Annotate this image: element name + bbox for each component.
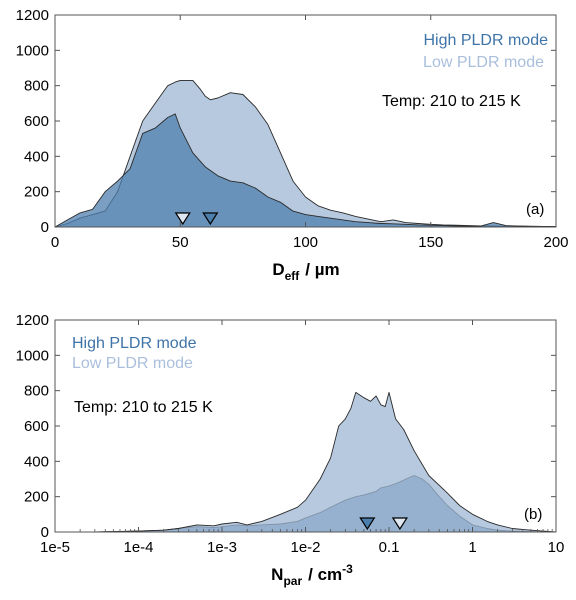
- panel-a-xtick-label: 50: [172, 234, 189, 251]
- panel-a-legend-high: High PLDR mode: [424, 32, 549, 49]
- panel-a-xtick-label: 200: [543, 234, 568, 251]
- panel-b-xtick-label: 1e-3: [207, 539, 237, 556]
- panel-a-marker-low: [174, 212, 191, 226]
- panel-a-label: (a): [526, 201, 544, 218]
- panel-a-xtick-label: 0: [51, 234, 59, 251]
- panel-a-ytick-label: 600: [24, 113, 49, 130]
- panel-b-xtick-label: 1e-2: [290, 539, 320, 556]
- panel-b-plot-area: 0 200 400 600 800 1000 1200 1e-5 1e-4 1e-3 1e-2 0.1…: [16, 312, 565, 556]
- panel-b-area-low: [54, 391, 557, 533]
- panel-b-ytick-label: 1200: [16, 312, 49, 329]
- panel-b-xtick-label: 0.1: [379, 539, 400, 556]
- panel-b: 0 200 400 600 800 1000 1200 1e-5 1e-4 1e-3 1e-2 0.1…: [16, 312, 565, 588]
- panel-b-xtick-label: 1e-4: [123, 539, 153, 556]
- panel-b-ytick-label: 0: [41, 524, 49, 541]
- panel-a-xtick-label: 150: [418, 234, 443, 251]
- panel-a-x-axis-label: Deff / µm: [272, 260, 339, 283]
- panel-b-legend-high: High PLDR mode: [72, 335, 197, 352]
- panel-a-x-axis-label-sub: eff: [285, 269, 301, 283]
- panel-b-label: (b): [524, 506, 542, 523]
- panel-a-ytick-label: 1200: [16, 7, 49, 24]
- panel-b-ytick-label: 400: [24, 453, 49, 470]
- panel-a-ytick-label: 400: [24, 148, 49, 165]
- panel-b-ytick-label: 200: [24, 489, 49, 506]
- panel-a-marker-high: [202, 212, 219, 226]
- panel-b-ytick-label: 1000: [16, 347, 49, 364]
- panel-b-xtick-label: 1e-5: [40, 539, 70, 556]
- panel-b-x-axis-label-main: N: [271, 565, 283, 584]
- panel-a-x-axis-label-unit: / µm: [305, 260, 339, 279]
- panel-b-ytick-label: 600: [24, 418, 49, 435]
- panel-a-plot-area: 0 200 400 600 800 1000 1200 0 50 100 150 200: [16, 7, 569, 251]
- panel-a-ytick-label: 200: [24, 184, 49, 201]
- panel-a-legend-low: Low PLDR mode: [423, 54, 544, 71]
- panel-a-xtick-label: 100: [293, 234, 318, 251]
- panel-a-ytick-label: 0: [41, 219, 49, 236]
- panel-a: 0 200 400 600 800 1000 1200 0 50 100 150 200 High P…: [16, 7, 569, 283]
- panel-a-ytick-label: 800: [24, 78, 49, 95]
- panel-a-x-axis-label-main: D: [272, 260, 284, 279]
- panel-b-x-axis-label: Npar / cm-3: [271, 562, 353, 588]
- panel-a-annotation: Temp: 210 to 215 K: [382, 93, 521, 110]
- panel-b-marker-high: [359, 517, 376, 531]
- panel-b-xtick-label: 10: [548, 539, 565, 556]
- panel-b-marker-low: [391, 517, 408, 531]
- panel-a-ytick-label: 1000: [16, 42, 49, 59]
- panel-b-legend-low: Low PLDR mode: [72, 355, 193, 372]
- panel-b-xtick-label: 1: [468, 539, 476, 556]
- panel-b-x-axis-label-sup: -3: [342, 562, 353, 576]
- panel-b-annotation: Temp: 210 to 215 K: [74, 399, 213, 416]
- panel-b-ytick-label: 800: [24, 383, 49, 400]
- panel-b-x-axis-label-unit: / cm: [308, 565, 342, 584]
- panel-a-area-high: [54, 113, 557, 228]
- panel-b-x-axis-label-sub: par: [283, 574, 302, 588]
